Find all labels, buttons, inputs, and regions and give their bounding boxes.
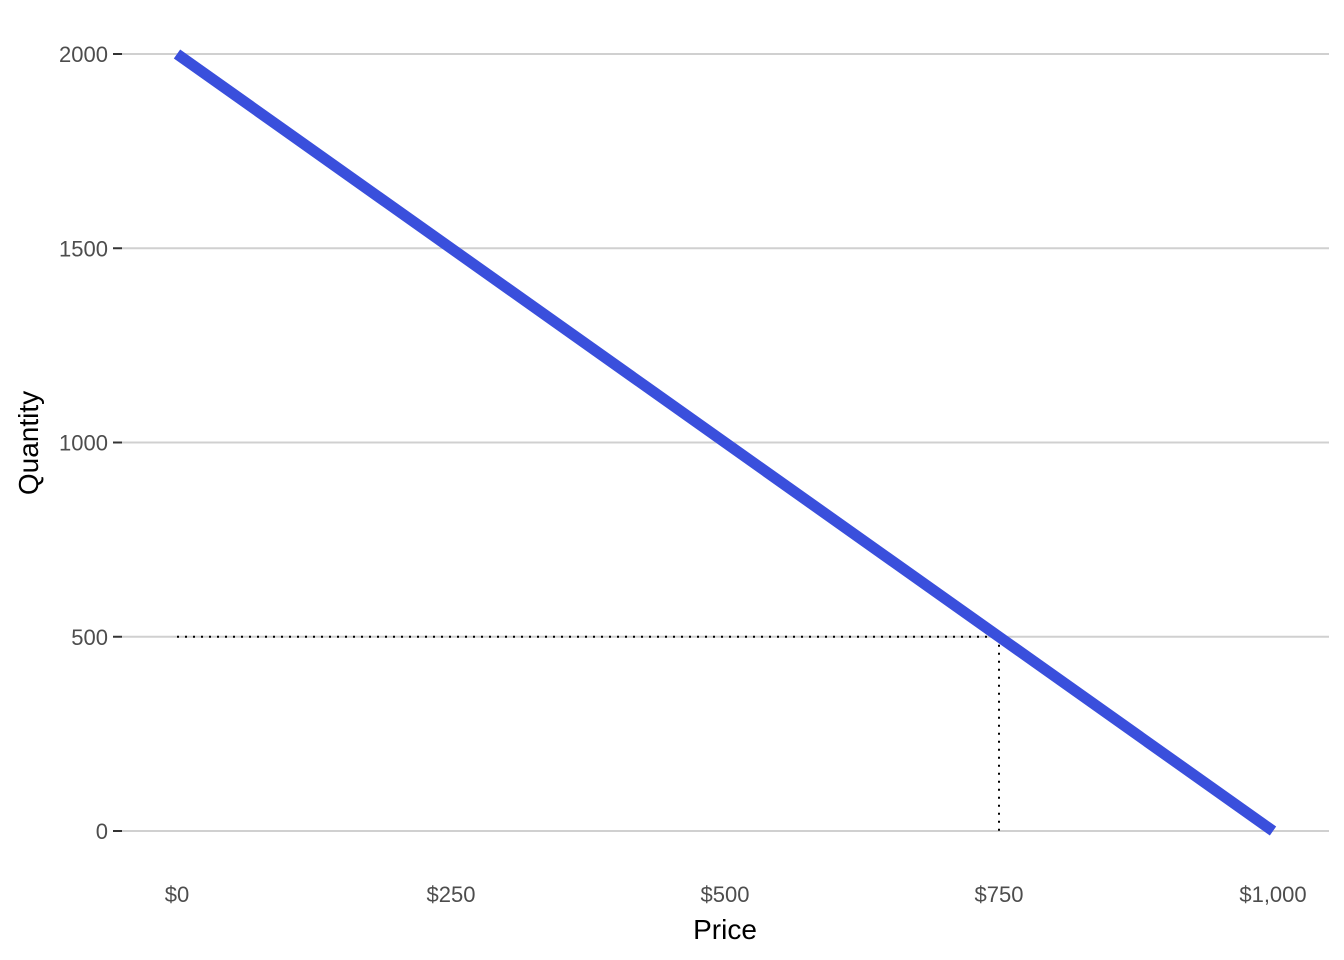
- x-axis-title: Price: [693, 914, 757, 945]
- y-tick-label: 2000: [59, 42, 108, 67]
- y-tick-label: 0: [96, 819, 108, 844]
- y-axis-title: Quantity: [13, 391, 44, 495]
- x-axis: $0 $250 $500 $750 $1,000: [165, 882, 1307, 907]
- y-tick-label: 500: [71, 625, 108, 650]
- x-tick-label: $0: [165, 882, 189, 907]
- x-tick-label: $250: [427, 882, 476, 907]
- y-axis: 0 500 1000 1500 2000: [59, 42, 122, 844]
- y-tick-label: 1500: [59, 236, 108, 261]
- series-layer: [173, 49, 1277, 836]
- demand-line: [173, 49, 1277, 836]
- reference-guides: [177, 635, 1000, 831]
- x-tick-label: $500: [701, 882, 750, 907]
- y-tick-label: 1000: [59, 431, 108, 456]
- x-tick-label: $750: [975, 882, 1024, 907]
- x-tick-label: $1,000: [1239, 882, 1306, 907]
